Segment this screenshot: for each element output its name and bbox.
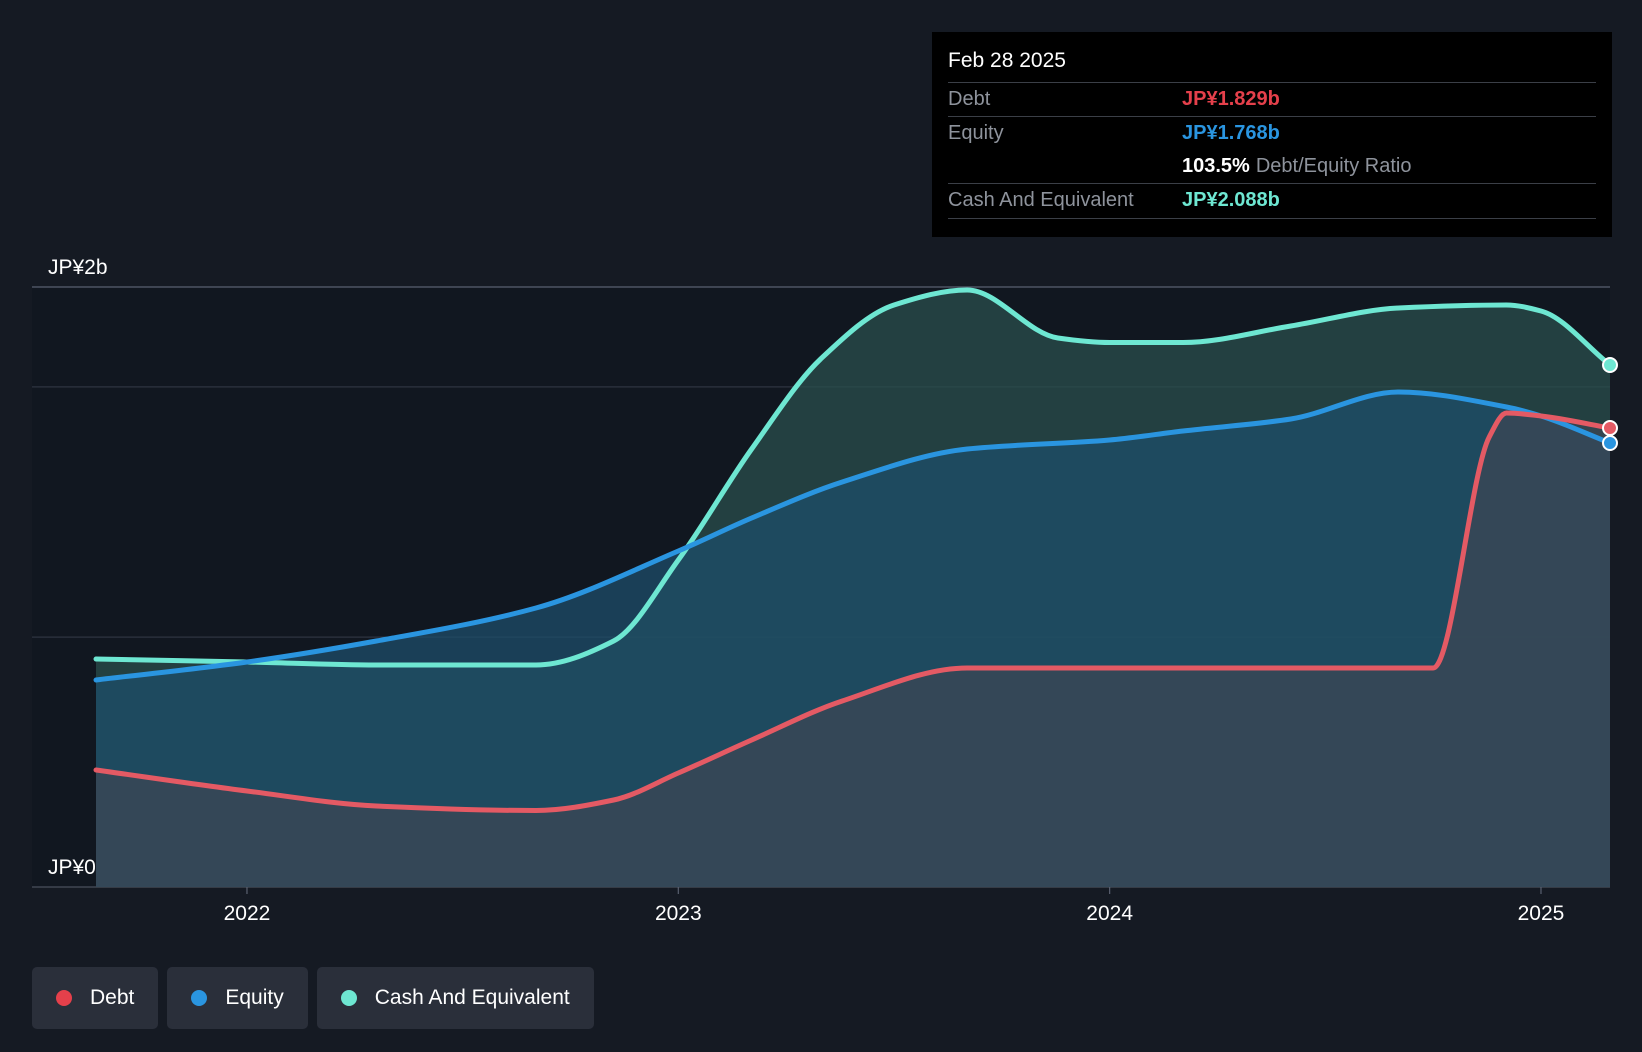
tooltip-equity-label: Equity	[948, 122, 1004, 144]
area-debt	[96, 413, 1610, 887]
end-marker-cash	[1602, 357, 1618, 373]
area-layer	[96, 290, 1610, 887]
legend-dot-equity-icon	[191, 990, 208, 1006]
x-tick-label-2025: 2025	[1518, 902, 1565, 925]
tooltip-ratio: 103.5% Debt/Equity Ratio	[1182, 150, 1411, 183]
tooltip-row-debt: Debt JP¥1.829b	[948, 82, 1596, 116]
axis-layer: 2022 2023 2024 2025 JP¥2b JP¥0	[48, 256, 1564, 925]
line-equity	[93, 389, 1613, 683]
tooltip-row-cash: Cash And Equivalent JP¥2.088b	[948, 183, 1596, 219]
legend-item-equity[interactable]: Equity	[167, 967, 308, 1029]
tooltip-ratio-value: 103.5%	[1182, 155, 1250, 177]
legend-dot-debt-icon	[56, 990, 72, 1006]
marker-layer	[1602, 357, 1618, 451]
tooltip-row-ratio: 103.5% Debt/Equity Ratio	[948, 150, 1596, 183]
legend-item-debt[interactable]: Debt	[32, 967, 159, 1029]
legend-item-cash[interactable]: Cash And Equivalent	[316, 967, 594, 1029]
tooltip-ratio-label: Debt/Equity Ratio	[1255, 155, 1412, 177]
tooltip-cash-value: JP¥2.088b	[1182, 189, 1280, 211]
x-tick-label-2024: 2024	[1086, 902, 1133, 925]
x-tick-label-2022: 2022	[224, 902, 271, 925]
tooltip: Feb 28 2025 Debt JP¥1.829b Equity JP¥1.7…	[932, 32, 1612, 237]
tooltip-row-equity: Equity JP¥1.768b	[948, 116, 1596, 150]
legend: Debt Equity Cash And Equivalent	[32, 967, 594, 1029]
line-cash	[93, 287, 1613, 668]
legend-label-equity: Equity	[225, 986, 284, 1009]
end-marker-debt	[1602, 420, 1618, 436]
tooltip-debt-value: JP¥1.829b	[1182, 88, 1280, 110]
tooltip-debt-label: Debt	[948, 88, 991, 110]
tooltip-ratio-spacer	[948, 150, 1182, 183]
legend-label-cash: Cash And Equivalent	[374, 986, 570, 1009]
legend-label-debt: Debt	[90, 986, 135, 1009]
tooltip-equity-value: JP¥1.768b	[1182, 122, 1280, 144]
legend-dot-cash-icon	[340, 990, 357, 1006]
end-marker-equity	[1602, 435, 1618, 451]
y-tick-label-0: JP¥2b	[48, 256, 108, 279]
tooltip-cash-label: Cash And Equivalent	[948, 189, 1134, 211]
y-tick-label-1: JP¥0	[48, 856, 96, 879]
line-layer	[93, 287, 1613, 813]
x-tick-label-2023: 2023	[655, 902, 702, 925]
line-debt	[93, 410, 1613, 813]
tooltip-date: Feb 28 2025	[948, 49, 1066, 72]
